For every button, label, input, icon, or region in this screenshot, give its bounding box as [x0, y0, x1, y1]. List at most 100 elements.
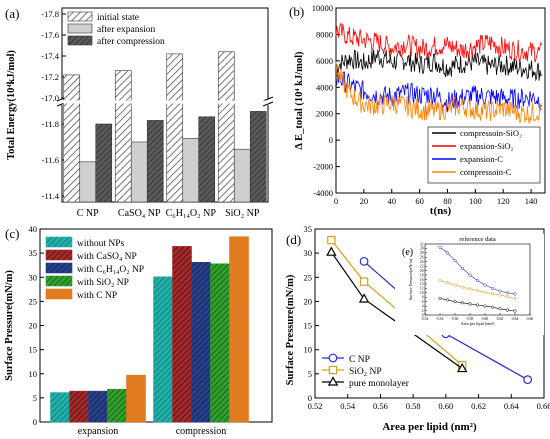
x-tick-label: 100 [469, 196, 482, 206]
bar [95, 123, 113, 203]
y-tick-label: 20 [29, 321, 38, 331]
y-tick-label: -11.6 [42, 155, 59, 165]
legend-label: pure monolayer [349, 379, 410, 389]
inset-data-point [453, 259, 457, 263]
legend-label: expansion-SiO₂ [460, 141, 514, 151]
inset-data-point [445, 298, 450, 302]
axis-break-mark [262, 101, 274, 107]
y-tick-label: 25 [304, 272, 313, 282]
y-tick-label: 30 [304, 248, 313, 258]
inset-x-tick-label: 0.56 [452, 317, 459, 321]
inset-data-point [475, 303, 480, 307]
y-tick-label: 0 [329, 135, 333, 145]
bar [63, 74, 81, 203]
y-tick-label: -17.0 [41, 93, 59, 103]
inset-data-point [498, 289, 502, 293]
inset-data-point [460, 301, 465, 305]
bar-break-gap [114, 100, 165, 104]
x-tick-label: CaSO₄ NP [118, 208, 161, 219]
y-tick-label: 10000 [312, 3, 333, 13]
bar [107, 388, 127, 423]
x-tick-label: C₆H₁₄O₂ NP [166, 208, 217, 219]
inset-y-tick-label: 16 [420, 278, 424, 282]
inset-y-tick-label: 30 [420, 247, 424, 251]
legend-label: SiO₂ NP [349, 367, 382, 377]
legend-label: without NPs [77, 239, 125, 249]
x-tick-label: 20 [360, 196, 369, 206]
y-tick-label: -17.2 [41, 72, 59, 82]
bar [88, 390, 108, 423]
inset-x-axis-title: Area per lipid (nm²) [461, 321, 495, 326]
y-tick-label: -4000 [313, 188, 333, 198]
panel-label: (a) [5, 6, 19, 21]
legend-swatch [45, 288, 73, 300]
inset-y-tick-label: 14 [420, 282, 424, 286]
x-tick-label: 0.54 [340, 401, 356, 411]
legend-swatch [45, 275, 73, 287]
x-axis-title: t(ns) [430, 205, 452, 217]
data-point [456, 362, 468, 373]
legend-label: after compression [97, 36, 165, 47]
legend-swatch [45, 262, 73, 274]
bar [182, 138, 200, 203]
y-axis-title: Surface Pressure(mN/m) [285, 274, 296, 385]
bar [198, 116, 216, 203]
y-tick-label: 40 [29, 224, 38, 234]
x-tick-label: 0.66 [537, 401, 550, 411]
inset-title: reference data [459, 236, 496, 243]
y-tick-label: 2000 [316, 109, 333, 119]
x-tick-label: 0 [334, 196, 338, 206]
y-tick-label: 30 [29, 272, 38, 282]
y-tick-label: -17.4 [41, 51, 59, 61]
legend-label: after expansion [97, 24, 156, 35]
y-tick-label: 5 [33, 393, 37, 403]
legend-box [427, 126, 541, 184]
inset-y-tick-label: 6 [422, 300, 424, 304]
inset-data-point [468, 273, 472, 277]
bar [172, 246, 192, 423]
data-point [359, 277, 369, 286]
y-axis-title: Total Energy(10⁴kJ/mol) [6, 50, 17, 160]
panel-label: (b) [289, 4, 304, 19]
x-tick-label: 0.58 [406, 401, 421, 411]
panel-label: (c) [5, 226, 19, 241]
x-tick-label: 0.62 [471, 401, 486, 411]
legend-swatch [45, 236, 73, 248]
inset-data-point [475, 279, 480, 283]
inset-data-point [475, 289, 480, 293]
inset-y-tick-label: 22 [420, 264, 424, 268]
inset-data-point [468, 287, 472, 291]
legend-swatch [67, 11, 93, 22]
data-point [358, 293, 370, 303]
inset-data-point [460, 285, 465, 289]
inset-data-point [498, 293, 502, 297]
legend-label: with SiO₂ NP [77, 278, 129, 288]
inset-data-point [438, 279, 442, 283]
inset-data-point [445, 281, 450, 285]
bar [210, 263, 230, 423]
legend-swatch [67, 35, 93, 46]
x-axis-title: Area per lipid (nm²) [382, 421, 477, 433]
inset-data-point [490, 286, 495, 290]
bar [146, 120, 164, 203]
inset-data-point [513, 296, 517, 300]
x-tick-label: 0.60 [438, 401, 453, 411]
inset-x-tick-label: 0.52 [422, 317, 429, 321]
legend-label: compressoin-SiO₂ [460, 128, 522, 138]
inset-data-point [513, 292, 517, 296]
inset-data-point [505, 291, 510, 295]
inset-data-point [498, 307, 502, 311]
bar [166, 53, 184, 203]
y-tick-label: -17.8 [41, 9, 59, 19]
legend-label: with CaSO₄ NP [77, 252, 137, 262]
y-tick-label: 25 [29, 296, 38, 306]
inset-data-point [505, 308, 510, 312]
y-tick-label: 10 [304, 345, 313, 355]
x-tick-label: 80 [443, 196, 452, 206]
inset-y-tick-label: 12 [420, 287, 424, 291]
y-tick-label: 6000 [316, 56, 333, 66]
x-tick-label: 140 [525, 196, 538, 206]
data-point [327, 235, 336, 245]
inset-y-tick-label: 2 [422, 309, 424, 313]
